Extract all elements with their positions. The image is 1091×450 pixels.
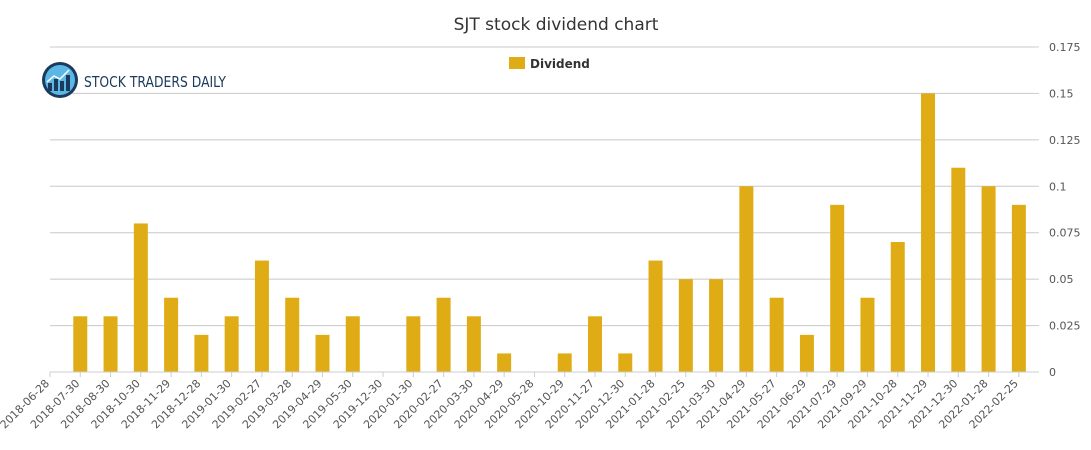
bar — [436, 297, 451, 372]
y-tick-label: 0.125 — [1049, 134, 1081, 147]
bar — [618, 353, 633, 372]
bar — [285, 297, 300, 372]
chart-title: SJT stock dividend chart — [454, 15, 659, 35]
bar — [1011, 204, 1026, 372]
bar — [73, 316, 88, 372]
bar — [981, 186, 996, 372]
bar — [254, 260, 269, 372]
bar — [466, 316, 481, 372]
bar — [769, 297, 784, 372]
bar — [194, 334, 209, 372]
legend: Dividend — [509, 57, 590, 71]
bar — [739, 186, 754, 372]
y-axis: 0 0.025 0.05 0.075 0.1 0.125 0.15 0.175 — [1034, 41, 1081, 379]
bar — [921, 93, 936, 372]
y-tick-label: 0 — [1049, 366, 1056, 379]
bar — [345, 316, 360, 372]
bar — [890, 242, 905, 372]
bar — [406, 316, 421, 372]
bar — [164, 297, 179, 372]
bar — [224, 316, 239, 372]
logo-icon — [42, 62, 78, 98]
y-tick-label: 0.075 — [1049, 227, 1081, 240]
stock-traders-daily-logo: STOCK TRADERS DAILY — [42, 62, 227, 98]
y-tick-label: 0.175 — [1049, 41, 1081, 54]
bar — [315, 334, 330, 372]
bar — [678, 279, 693, 372]
bar — [709, 279, 724, 372]
bar — [103, 316, 118, 372]
bar — [830, 204, 845, 372]
bar — [557, 353, 572, 372]
y-tick-label: 0.1 — [1049, 180, 1067, 193]
y-tick-label: 0.05 — [1049, 273, 1074, 286]
bar — [497, 353, 512, 372]
bar — [133, 223, 148, 372]
legend-label: Dividend — [530, 57, 590, 71]
bars — [73, 93, 1026, 372]
legend-swatch — [509, 57, 525, 69]
x-axis: 2018-06-282018-07-302018-08-302018-10-30… — [0, 371, 1034, 431]
y-tick-label: 0.025 — [1049, 320, 1081, 333]
logo-text: STOCK TRADERS DAILY — [84, 73, 227, 91]
bar — [951, 167, 966, 372]
bar — [799, 334, 814, 372]
gridlines — [50, 46, 1034, 373]
bar — [860, 297, 875, 372]
bar — [648, 260, 663, 372]
bar — [587, 316, 602, 372]
y-tick-label: 0.15 — [1049, 87, 1074, 100]
